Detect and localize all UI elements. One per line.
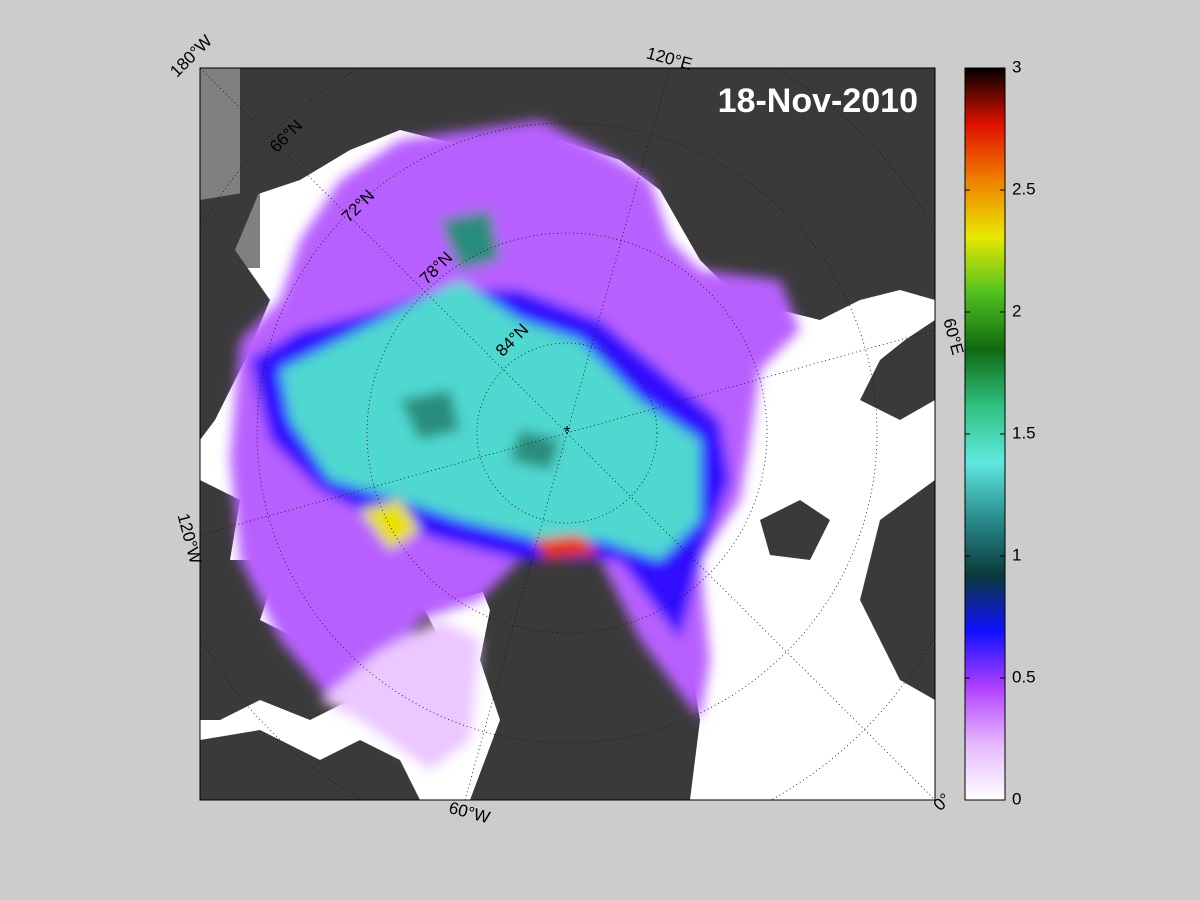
very-thin-ice (320, 620, 480, 770)
thickest-ice (535, 535, 600, 560)
europe (860, 480, 935, 700)
colorbar-tick-label: 2.5 (1012, 179, 1036, 198)
thick-ice (280, 280, 700, 560)
map-frame (199, 67, 936, 801)
colorbar-tick-label: 0 (1012, 789, 1021, 808)
colorbar-ticks: 0 0.5 1 1.5 2 2.5 3 (965, 57, 1036, 808)
graticule (200, 68, 935, 800)
map: * (200, 68, 935, 800)
colorbar-tick-label: 2 (1012, 301, 1021, 320)
colorbar-tick-label: 0.5 (1012, 667, 1036, 686)
colorbar-tick-label: 1.5 (1012, 423, 1036, 442)
scandinavia (860, 320, 935, 420)
thicker-ice (400, 210, 560, 470)
ridge-ice (360, 500, 420, 550)
pole-marker: * (564, 422, 571, 441)
iceland (760, 500, 830, 560)
colorbar-tick-label: 3 (1012, 57, 1021, 76)
colorbar (964, 67, 1006, 801)
siberia (240, 68, 935, 320)
alaska (200, 190, 270, 440)
ice-thickness (230, 120, 800, 770)
colorbar-tick-label: 1 (1012, 545, 1021, 564)
map-date: 18-Nov-2010 (718, 82, 918, 120)
